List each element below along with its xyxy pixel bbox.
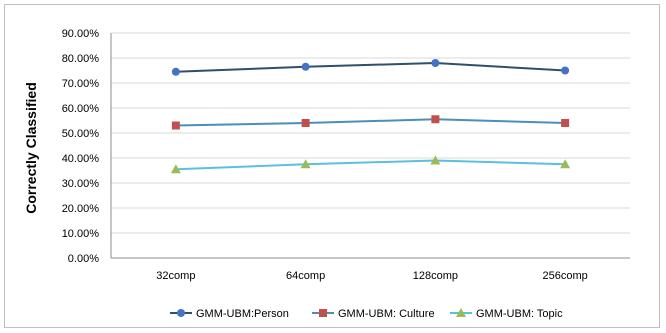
series-line-gmm-ubm-topic xyxy=(175,159,566,171)
x-tick-label: 128comp xyxy=(413,270,458,282)
y-tick-label: 50.00% xyxy=(62,128,100,140)
x-tick-label: 32comp xyxy=(156,270,195,282)
data-point-gmm-ubm-topic xyxy=(170,164,181,174)
legend-label-gmm-ubm-culture: GMM-UBM: Culture xyxy=(338,308,435,320)
x-tick-labels: 32comp 64comp 128comp 256comp xyxy=(156,270,587,282)
data-point-gmm-ubm-person xyxy=(171,67,180,76)
legend-label-gmm-ubm-person: GMM-UBM:Person xyxy=(196,308,289,320)
series-line-gmm-ubm-person xyxy=(175,61,566,73)
axes xyxy=(110,33,630,259)
y-tick-label: 60.00% xyxy=(62,103,100,115)
x-tick-label: 256comp xyxy=(542,270,587,282)
legend-marker-gmm-ubm-culture xyxy=(319,309,327,317)
data-point-gmm-ubm-culture xyxy=(431,115,440,124)
gridlines xyxy=(111,32,630,234)
y-tick-label: 40.00% xyxy=(62,153,100,165)
legend-label-gmm-ubm-topic: GMM-UBM: Topic xyxy=(476,308,563,320)
y-tick-label: 80.00% xyxy=(62,53,100,65)
y-tick-label: 0.00% xyxy=(68,253,99,265)
data-point-gmm-ubm-topic xyxy=(300,159,311,169)
series-layer xyxy=(170,59,571,174)
y-tick-label: 20.00% xyxy=(62,203,100,215)
x-tick-label: 64comp xyxy=(286,270,325,282)
data-point-gmm-ubm-person xyxy=(301,62,310,71)
legend-marker-gmm-ubm-topic xyxy=(456,308,466,317)
y-tick-label: 90.00% xyxy=(62,28,100,40)
series-line-gmm-ubm-culture xyxy=(175,118,566,127)
data-point-gmm-ubm-topic xyxy=(430,155,441,165)
y-tick-label: 30.00% xyxy=(62,178,100,190)
y-axis-title: Correctly Classified xyxy=(23,82,39,214)
y-tick-label: 10.00% xyxy=(62,228,100,240)
data-point-gmm-ubm-topic xyxy=(560,159,571,169)
y-tick-label: 70.00% xyxy=(62,78,100,90)
data-point-gmm-ubm-person xyxy=(561,66,570,75)
y-tick-labels: 0.00% 10.00% 20.00% 30.00% 40.00% 50.00% 60.00… xyxy=(62,28,100,265)
data-point-gmm-ubm-culture xyxy=(301,119,310,127)
data-point-gmm-ubm-culture xyxy=(561,119,570,127)
legend: GMM-UBM:Person GMM-UBM: Culture GMM-UBM: T… xyxy=(170,308,563,320)
data-point-gmm-ubm-culture xyxy=(171,121,180,130)
data-point-gmm-ubm-person xyxy=(431,59,440,67)
legend-marker-gmm-ubm-person xyxy=(177,309,185,317)
